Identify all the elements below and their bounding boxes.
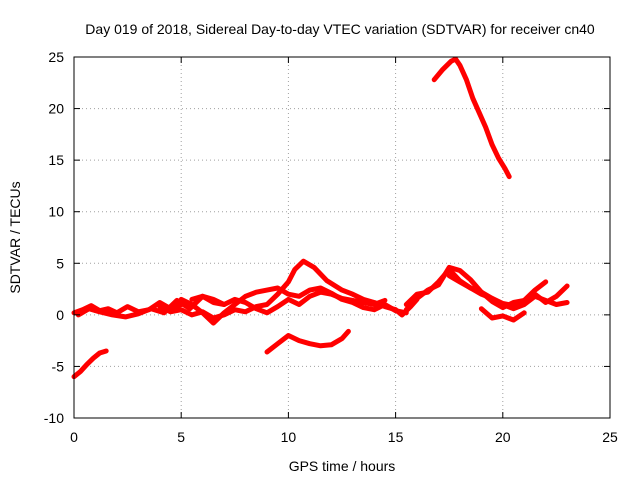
- series-line-sat-a: [71, 300, 184, 316]
- series-line-sat-g: [264, 328, 351, 355]
- y-tick-label: 5: [56, 255, 64, 271]
- x-tick-label: 0: [70, 429, 78, 445]
- series-line-sat-h: [431, 56, 512, 180]
- series-line-sat-d: [178, 285, 409, 326]
- x-tick-label: 15: [388, 429, 404, 445]
- series-line-sat-f: [71, 348, 109, 380]
- y-tick-label: 25: [48, 49, 64, 65]
- series-line-sat-k: [446, 273, 570, 312]
- y-tick-label: -10: [44, 410, 64, 426]
- y-tick-label: 15: [48, 152, 64, 168]
- chart-title: Day 019 of 2018, Sidereal Day-to-day VTE…: [85, 21, 595, 37]
- y-axis-label: SDTVAR / TECUs: [7, 181, 23, 293]
- x-tick-label: 5: [177, 429, 185, 445]
- y-tick-label: -5: [52, 358, 65, 374]
- x-tick-label: 25: [602, 429, 618, 445]
- x-tick-label: 20: [495, 429, 511, 445]
- plot-frame: [73, 56, 611, 419]
- series-line-sat-l: [478, 306, 527, 323]
- x-tick-label: 10: [281, 429, 297, 445]
- data-series: [71, 56, 570, 380]
- y-tick-label: 10: [48, 204, 64, 220]
- y-axis: -10 -5 0 5 10 15 20 25: [44, 49, 610, 426]
- x-axis-label: GPS time / hours: [289, 458, 396, 474]
- x-axis: 0 5 10 15 20 25: [70, 57, 618, 445]
- series-line-sat-e: [189, 289, 388, 316]
- y-tick-label: 0: [56, 307, 64, 323]
- grid: [74, 57, 610, 418]
- y-tick-label: 20: [48, 101, 64, 117]
